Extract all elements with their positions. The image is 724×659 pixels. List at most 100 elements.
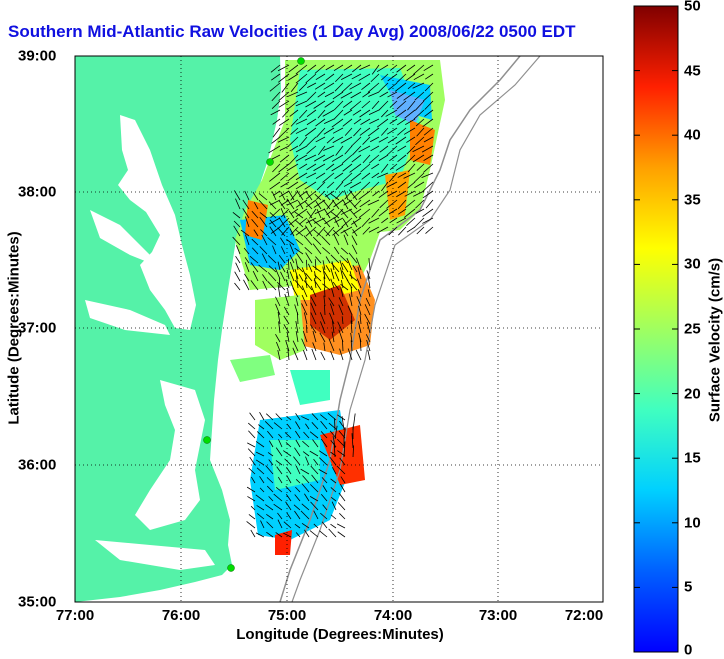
velocity-vector [268,265,277,273]
velocity-vector [368,91,380,97]
velocity-vector [414,217,425,228]
velocity-vector [395,163,407,171]
velocity-vector [244,273,250,282]
velocity-vector [286,416,292,421]
velocity-vector [341,217,353,228]
velocity-vector [306,145,317,155]
station-marker [203,436,211,444]
velocity-vectors [232,64,434,538]
velocity-vector [352,229,358,237]
velocity-vector [332,281,340,291]
velocity-vector [295,73,308,84]
velocity-vector [277,136,290,143]
velocity-vector [326,199,335,210]
velocity-vector [412,145,425,153]
velocity-vector [322,172,335,183]
velocity-vector [279,217,290,228]
velocity-vector [273,503,283,511]
velocity-vector [331,163,344,172]
velocity-vector [280,181,290,188]
velocity-vector [280,172,290,181]
velocity-vector [275,333,281,343]
velocity-vector [305,190,317,200]
velocity-vector [306,109,317,118]
velocity-vector [321,217,331,228]
velocity-vector [421,145,434,153]
velocity-vector [266,513,274,520]
velocity-vector [247,448,256,457]
velocity-vector [312,236,322,246]
velocity-vector [261,253,268,264]
velocity-vector [295,320,299,334]
velocity-vector [286,198,295,210]
velocity-vector [339,255,349,264]
velocity-vector [294,211,304,219]
velocity-vector [317,91,326,98]
velocity-vector [421,172,434,178]
velocity-vector [248,467,256,475]
x-tick-label: 74:00 [373,607,413,624]
velocity-vector [248,514,256,520]
velocity-vector [320,321,326,334]
velocity-vector [314,208,326,215]
velocity-vector [278,100,290,108]
velocity-vector [294,523,301,529]
velocity-vector [304,181,317,190]
velocity-vector [280,271,286,282]
velocity-vector [295,330,299,343]
velocity-vector [284,458,292,466]
velocity-vector [304,529,310,538]
velocity-vector [234,271,241,282]
velocity-vector [293,504,301,511]
velocity-vector [351,283,358,291]
velocity-vector [256,431,265,439]
velocity-vector [331,261,335,271]
velocity-vector [242,208,250,219]
velocity-vector [321,235,331,246]
velocity-vector [287,91,299,98]
velocity-vector [332,127,344,134]
velocity-vector [280,208,290,218]
velocity-vector [331,118,344,128]
velocity-vector [309,431,319,439]
velocity-vector [289,243,295,255]
velocity-vector [306,172,317,179]
velocity-vector [315,200,322,210]
velocity-vector [341,154,353,164]
velocity-vector [368,217,380,224]
velocity-vector [368,258,371,271]
velocity-vector [246,521,256,529]
velocity-vector [275,447,283,457]
velocity-vector [315,172,326,180]
velocity-vector [422,91,434,102]
velocity-vector [273,190,281,196]
velocity-vector [332,320,335,334]
velocity-vector [322,504,328,511]
velocity-vector [388,226,398,236]
velocity-vector [330,439,337,448]
velocity-vector [289,271,295,282]
velocity-vector [394,82,407,92]
velocity-vector [339,259,344,271]
velocity-vector [294,280,304,291]
velocity-vector [277,227,286,237]
velocity-vector [405,73,416,82]
velocity-vector [334,172,344,180]
velocity-vector [301,294,308,307]
velocity-vector [318,450,328,457]
velocity-vector [316,127,326,138]
velocity-vector [322,109,335,117]
velocity-vector [271,136,281,144]
velocity-vector [396,64,407,73]
velocity-vector [371,100,380,110]
velocity-vector [314,154,326,162]
velocity-vector [358,321,362,334]
velocity-vector [370,145,380,152]
velocity-vector [311,413,319,421]
map-title: Southern Mid-Atlantic Raw Velocities (1 … [8,22,576,41]
velocity-vector [290,226,299,236]
velocity-vector [280,264,286,273]
velocity-vector [303,312,308,325]
velocity-vector [323,295,326,307]
velocity-vector [342,199,349,210]
